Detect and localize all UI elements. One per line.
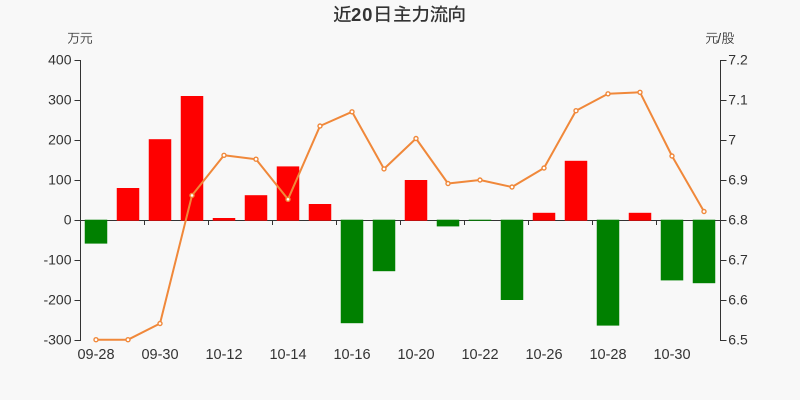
svg-text:-300: -300	[43, 332, 71, 348]
svg-text:09-30: 09-30	[141, 347, 178, 363]
svg-text:10-14: 10-14	[269, 347, 306, 363]
svg-text:6.9: 6.9	[728, 172, 748, 188]
svg-text:-200: -200	[43, 292, 71, 308]
svg-text:20: 20	[351, 4, 373, 25]
svg-text:10-28: 10-28	[589, 347, 626, 363]
svg-text:09-28: 09-28	[77, 347, 114, 363]
svg-text:6.7: 6.7	[728, 252, 748, 268]
svg-text:10-12: 10-12	[205, 347, 242, 363]
svg-text:/: /	[717, 31, 721, 46]
svg-text:0: 0	[64, 212, 72, 228]
svg-text:10-30: 10-30	[653, 347, 690, 363]
svg-text:10-20: 10-20	[397, 347, 434, 363]
svg-text:200: 200	[48, 132, 72, 148]
svg-text:-100: -100	[43, 252, 71, 268]
svg-text:7: 7	[728, 132, 736, 148]
svg-text:100: 100	[48, 172, 72, 188]
svg-text:400: 400	[48, 52, 72, 68]
svg-text:10-22: 10-22	[461, 347, 498, 363]
svg-text:10-26: 10-26	[525, 347, 562, 363]
svg-text:7.1: 7.1	[728, 92, 748, 108]
svg-text:10-16: 10-16	[333, 347, 370, 363]
svg-text:6.5: 6.5	[728, 332, 748, 348]
svg-text:7.2: 7.2	[728, 52, 748, 68]
svg-text:6.8: 6.8	[728, 212, 748, 228]
svg-text:300: 300	[48, 92, 72, 108]
svg-text:6.6: 6.6	[728, 292, 748, 308]
